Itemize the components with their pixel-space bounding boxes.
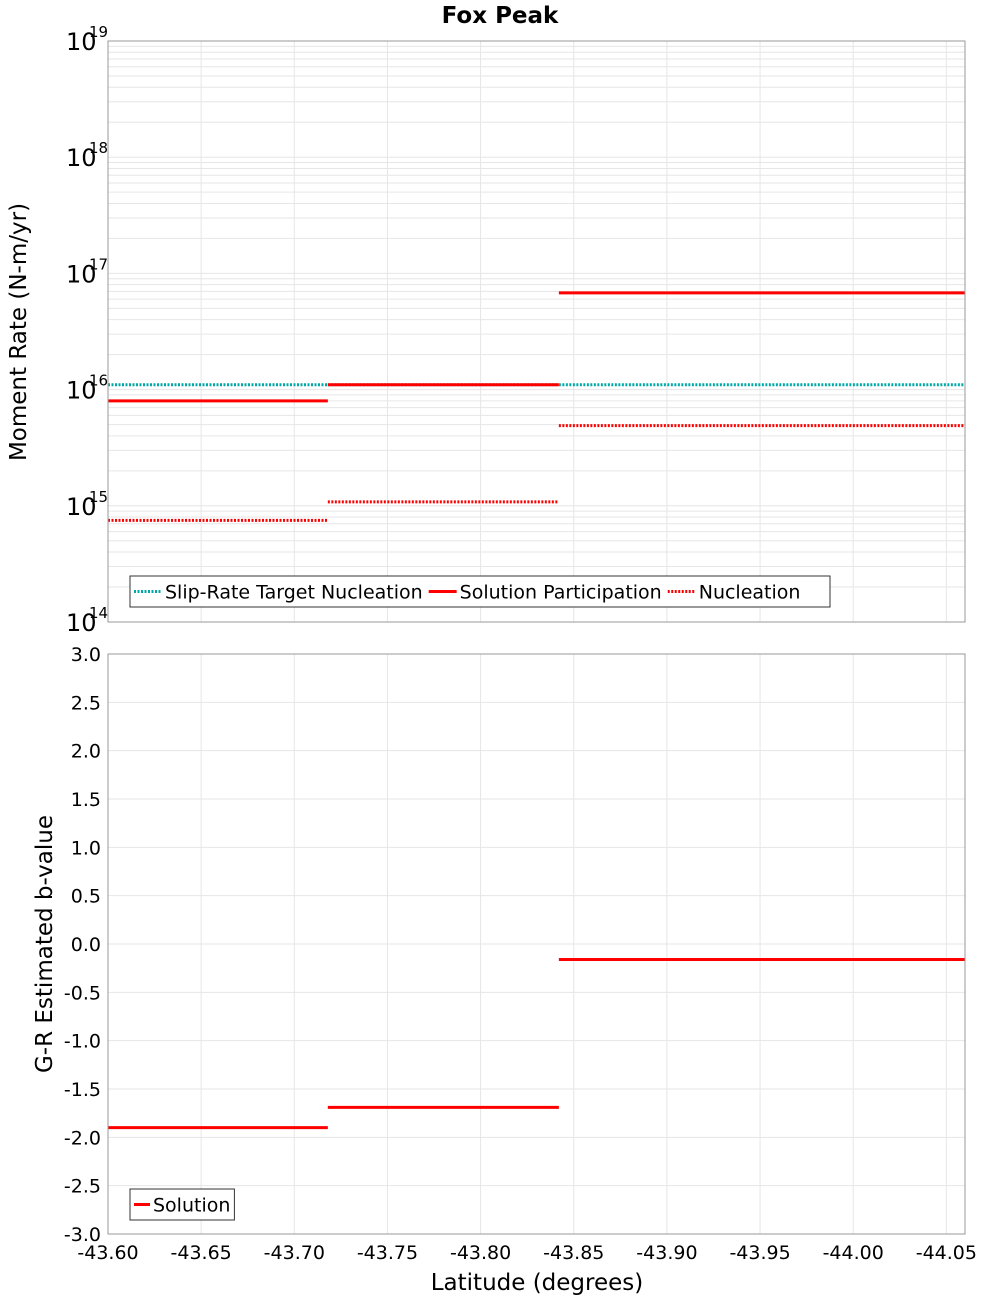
x-tick-label: -44.05 <box>916 1242 977 1264</box>
x-tick-label: -43.70 <box>264 1242 325 1264</box>
top-legend-label-0: Slip-Rate Target Nucleation <box>165 582 423 604</box>
bottom-y-axis-title: G-R Estimated b-value <box>32 815 58 1073</box>
top-legend-label-2: Nucleation <box>699 582 801 604</box>
bottom-y-tick-label: 2.0 <box>71 741 101 763</box>
y-tick-exponent: 16 <box>89 372 108 390</box>
bottom-y-tick-label: 0.0 <box>71 934 101 956</box>
bottom-y-tick-labels: 3.0 2.5 2.0 1.5 1.0 0.5 0.0 -0.5 -1.0 -1.5 -2.0 -2.… <box>64 644 101 1246</box>
bottom-y-tick-label: -2.0 <box>64 1127 101 1149</box>
x-tick-label: -43.60 <box>77 1242 138 1264</box>
y-tick-exponent: 15 <box>89 488 108 506</box>
x-tick-label: -43.90 <box>636 1242 697 1264</box>
x-tick-label: -44.00 <box>823 1242 884 1264</box>
top-series-lines <box>108 291 965 522</box>
bottom-y-tick-label: -1.5 <box>64 1079 101 1101</box>
top-legend-label-1: Solution Participation <box>460 582 662 604</box>
bottom-series-lines <box>108 957 965 1130</box>
x-tick-label: -43.75 <box>357 1242 418 1264</box>
bottom-y-tick-label: 2.5 <box>71 692 101 714</box>
bottom-y-tick-label: -2.5 <box>64 1176 101 1198</box>
bottom-y-tick-label: 1.0 <box>71 837 101 859</box>
bottom-plot-border <box>107 653 966 1235</box>
x-axis-title: Latitude (degrees) <box>431 1270 644 1296</box>
top-legend: Slip-Rate Target Nucleation Solution Part… <box>129 575 831 608</box>
bottom-legend-label-0: Solution <box>153 1195 230 1217</box>
x-tick-label: -43.95 <box>729 1242 790 1264</box>
y-tick-base: 10 <box>66 493 97 521</box>
y-tick-base: 10 <box>66 377 97 405</box>
x-tick-label: -43.65 <box>171 1242 232 1264</box>
y-tick-exponent: 18 <box>89 139 108 157</box>
bottom-y-tick-label: -1.0 <box>64 1031 101 1053</box>
bottom-y-tick-label: -3.0 <box>64 1224 101 1246</box>
bottom-y-tick-label: 1.5 <box>71 789 101 811</box>
top-plot-border <box>107 40 966 623</box>
chart-title: Fox Peak <box>442 3 559 29</box>
bottom-y-tick-label: 3.0 <box>71 644 101 666</box>
bottom-y-tick-label: -0.5 <box>64 982 101 1004</box>
top-legend-box <box>129 575 831 608</box>
y-tick-base: 10 <box>66 260 97 288</box>
top-plot-background <box>108 41 965 622</box>
x-tick-label: -43.80 <box>450 1242 511 1264</box>
y-tick-exponent: 14 <box>89 604 108 622</box>
b-value-panel: 3.0 2.5 2.0 1.5 1.0 0.5 0.0 -0.5 -1.0 -1.5 -2.0 -2.… <box>32 644 977 1296</box>
y-tick-base: 10 <box>66 609 97 637</box>
top-y-axis-title: Moment Rate (N-m/yr) <box>6 203 32 461</box>
x-tick-labels: -43.60 -43.65 -43.70 -43.75 -43.80 -43.85 -43.… <box>77 1242 977 1264</box>
y-tick-base: 10 <box>66 28 97 56</box>
bottom-legend: Solution <box>129 1188 235 1221</box>
y-tick-exponent: 19 <box>89 23 108 41</box>
y-tick-base: 10 <box>66 144 97 172</box>
y-tick-exponent: 17 <box>89 255 108 273</box>
x-tick-label: -43.85 <box>543 1242 604 1264</box>
bottom-y-tick-label: 0.5 <box>71 886 101 908</box>
